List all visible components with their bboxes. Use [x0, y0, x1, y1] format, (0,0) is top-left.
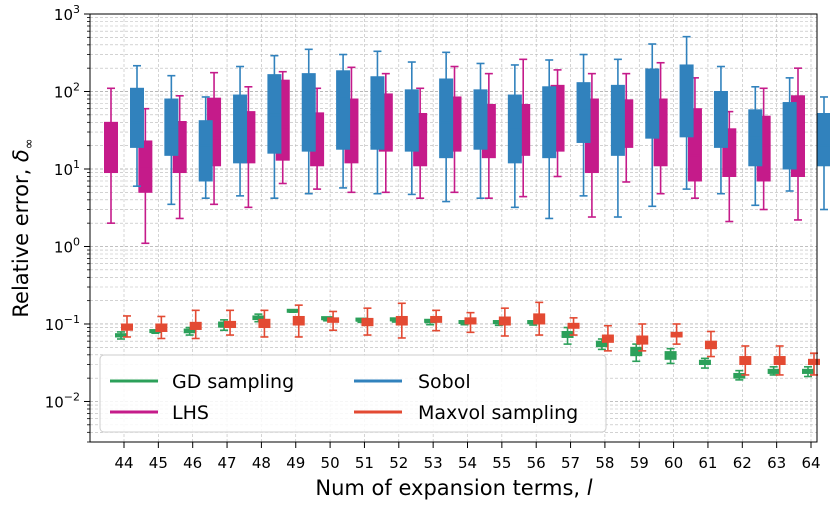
y-axis-label: Relative error, δ∞ [9, 138, 37, 317]
x-tick-label: 44 [114, 454, 133, 472]
x-tick-label: 56 [527, 454, 546, 472]
box-maxvol-sampling [808, 352, 820, 376]
box-maxvol-sampling [533, 301, 546, 336]
box-sobol [817, 96, 830, 211]
box-sobol [370, 50, 385, 195]
x-tick-label: 50 [321, 454, 340, 472]
box-gd-sampling [286, 308, 299, 313]
box-maxvol-sampling [292, 304, 305, 338]
x-tick-label: 62 [733, 454, 752, 472]
box-sobol [164, 74, 179, 206]
x-tick-label: 58 [595, 454, 614, 472]
box-gd-sampling [802, 366, 814, 378]
box-maxvol-sampling [636, 323, 649, 352]
x-axis: 44 45 46 47 48 49 50 51 52 53 54 55 56 57 58 59 60 61 62 63… [114, 442, 821, 472]
box-maxvol-sampling [601, 324, 614, 352]
legend-label-lhs: LHS [172, 402, 209, 424]
y-tick-label: 10−1 [45, 313, 80, 334]
x-tick-label: 57 [561, 454, 580, 472]
x-tick-label: 64 [801, 454, 820, 472]
box-maxvol-sampling [498, 307, 511, 337]
legend-label-gd: GD sampling [172, 371, 294, 393]
x-axis-label: Num of expansion terms, l [315, 476, 592, 500]
legend-box [99, 354, 607, 433]
box-maxvol-sampling [670, 323, 683, 345]
box-maxvol-sampling [189, 309, 202, 340]
box-maxvol-sampling [361, 307, 374, 336]
box-sobol [782, 77, 797, 192]
box-gd-sampling [115, 331, 127, 340]
box-gd-sampling [698, 357, 711, 369]
legend: GD sampling LHS Sobol Maxvol sampling [99, 354, 607, 433]
x-tick-label: 52 [389, 454, 408, 472]
box-maxvol-sampling [395, 302, 408, 339]
x-tick-label: 54 [458, 454, 477, 472]
x-tick-label: 60 [664, 454, 683, 472]
y-tick-label: 102 [54, 80, 80, 101]
box-sobol [507, 64, 522, 209]
box-sobol [198, 96, 213, 199]
box-gd-sampling [630, 343, 643, 363]
y-tick-label: 103 [54, 3, 80, 24]
box-maxvol-sampling [121, 315, 133, 338]
x-tick-label: 55 [492, 454, 511, 472]
box-sobol [267, 54, 282, 199]
box-gd-sampling [767, 366, 780, 376]
y-tick-label: 101 [54, 158, 80, 179]
box-sobol [713, 65, 728, 195]
x-tick-label: 49 [286, 454, 305, 472]
box-maxvol-sampling [739, 345, 752, 376]
box-sobol [301, 48, 316, 195]
x-tick-label: 63 [767, 454, 786, 472]
box-sobol [473, 62, 488, 199]
y-axis: 10−2 10−1 100 101 102 103 [45, 3, 90, 443]
x-tick-label: 59 [630, 454, 649, 472]
x-tick-label: 47 [218, 454, 237, 472]
box-sobol [130, 64, 144, 187]
box-sobol [336, 53, 351, 189]
plot-frame [89, 13, 818, 443]
box-maxvol-sampling [704, 330, 717, 358]
box-sobol [404, 61, 419, 196]
box-maxvol-sampling [155, 315, 168, 340]
x-tick-label: 61 [698, 454, 717, 472]
box-lhs [138, 107, 153, 245]
box-maxvol-sampling [224, 309, 237, 336]
y-tick-label: 10−2 [45, 390, 80, 411]
box-sobol [439, 51, 454, 203]
x-tick-label: 51 [355, 454, 374, 472]
box-maxvol-sampling [773, 345, 786, 376]
x-tick-label: 45 [149, 454, 168, 472]
box-sobol [576, 53, 591, 197]
box-sobol [679, 35, 694, 190]
box-sobol [610, 58, 625, 218]
box-sobol [233, 65, 248, 197]
box-gd-sampling [664, 347, 677, 365]
legend-label-sobol: Sobol [418, 371, 471, 393]
x-tick-label: 53 [424, 454, 443, 472]
box-maxvol-sampling [567, 317, 580, 336]
box-maxvol-sampling [430, 309, 443, 332]
box-sobol [542, 59, 557, 220]
x-tick-label: 48 [252, 454, 271, 472]
box-marks [104, 35, 830, 381]
x-tick-label: 46 [183, 454, 202, 472]
box-maxvol-sampling [327, 310, 340, 332]
y-tick-label: 100 [54, 235, 80, 256]
box-lhs [104, 87, 118, 224]
box-maxvol-sampling [258, 309, 271, 338]
box-sobol [645, 43, 660, 208]
box-sobol [748, 85, 763, 207]
box-maxvol-sampling [464, 311, 477, 334]
legend-label-maxvol: Maxvol sampling [418, 402, 578, 424]
